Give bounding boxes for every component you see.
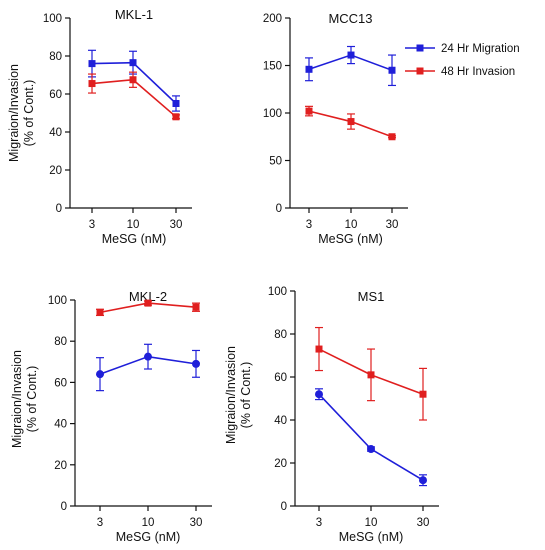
y-tick-label: 20 (49, 165, 62, 177)
chart-mkl1: 0 20 40 60 80 100 3 10 30 MKL-1 MeSG (nM) Migraion/… (7, 7, 192, 246)
x-tick-label: 10 (142, 517, 155, 529)
x-tick-label: 30 (170, 219, 183, 231)
data-point (305, 65, 313, 73)
series (315, 388, 427, 487)
series (96, 343, 200, 392)
y-axis-label-line: (% of Cont.) (25, 366, 39, 433)
series (305, 105, 396, 141)
legend-label-migration: 24 Hr Migration (441, 43, 520, 55)
chart-title: MKL-1 (115, 7, 153, 22)
data-point (88, 60, 96, 68)
data-point (88, 80, 96, 88)
data-point (144, 352, 152, 361)
x-tick-label: 30 (190, 517, 203, 529)
legend: 24 Hr Migration 48 Hr Invasion (405, 43, 520, 78)
y-tick-label: 60 (274, 372, 287, 384)
y-axis-label: Migraion/Invasion(% of Cont.) (10, 350, 39, 448)
y-tick-label: 100 (43, 13, 62, 25)
x-tick-label: 30 (386, 219, 399, 231)
chart-title: MCC13 (328, 11, 372, 26)
y-tick-label: 200 (263, 13, 282, 25)
data-point (172, 113, 180, 121)
series-line (91, 78, 177, 118)
data-point (96, 370, 104, 379)
data-point (305, 107, 313, 115)
x-tick-label: 3 (316, 517, 322, 529)
legend-marker-invasion (416, 67, 424, 75)
y-tick-label: 0 (281, 501, 287, 513)
data-point (367, 445, 375, 454)
y-tick-label: 40 (274, 415, 287, 427)
data-point (347, 118, 355, 126)
y-tick-label: 0 (61, 501, 67, 513)
chart-title: MKL-2 (129, 289, 167, 304)
data-point (192, 303, 200, 311)
series (96, 299, 200, 317)
x-tick-label: 3 (89, 219, 95, 231)
data-point (419, 476, 427, 485)
data-point (144, 299, 152, 307)
chart-title: MS1 (358, 289, 385, 304)
data-point (315, 390, 323, 399)
y-tick-label: 100 (48, 295, 67, 307)
data-point (192, 359, 200, 368)
y-tick-label: 150 (263, 61, 282, 73)
chart-ms1: 0 20 40 60 80 100 3 10 30 MS1 MeSG (nM) Migraion/In… (224, 286, 439, 544)
y-tick-label: 80 (54, 336, 67, 348)
y-tick-label: 0 (56, 203, 62, 215)
series (88, 49, 180, 112)
data-point (419, 390, 427, 398)
y-tick-label: 40 (54, 419, 67, 431)
y-tick-label: 50 (269, 156, 282, 168)
y-tick-label: 20 (274, 458, 287, 470)
x-tick-label: 10 (345, 219, 358, 231)
y-axis-label-line: Migraion/Invasion (10, 350, 24, 448)
y-axis-label-line: Migraion/Invasion (7, 64, 21, 162)
y-tick-label: 80 (49, 51, 62, 63)
y-tick-label: 60 (49, 89, 62, 101)
series (305, 45, 396, 87)
series (88, 71, 180, 121)
y-tick-label: 100 (263, 108, 282, 120)
x-tick-label: 10 (127, 219, 140, 231)
x-axis-label: MeSG (nM) (102, 232, 167, 246)
y-tick-label: 0 (276, 203, 282, 215)
chart-mcc13: 0 50 100 150 200 3 10 30 MCC13 MeSG (nM) (263, 11, 408, 246)
data-point (388, 133, 396, 141)
data-point (172, 100, 180, 107)
x-axis-label: MeSG (nM) (339, 530, 404, 544)
y-tick-label: 100 (268, 286, 287, 298)
y-axis-label: Migraion/Invasion(% of Cont.) (7, 64, 36, 162)
y-tick-label: 80 (274, 329, 287, 341)
data-point (367, 371, 375, 379)
y-tick-label: 40 (49, 127, 62, 139)
series-line (318, 393, 424, 481)
x-tick-label: 30 (417, 517, 430, 529)
data-point (129, 59, 137, 67)
y-axis-label-line: (% of Cont.) (22, 80, 36, 147)
y-axis-label: Migraion/Invasion(% of Cont.) (224, 346, 253, 444)
x-axis-label: MeSG (nM) (116, 530, 181, 544)
legend-marker-migration (416, 44, 424, 52)
x-tick-label: 3 (97, 517, 103, 529)
x-axis-label: MeSG (nM) (318, 232, 383, 246)
data-point (315, 345, 323, 353)
y-tick-label: 60 (54, 377, 67, 389)
legend-label-invasion: 48 Hr Invasion (441, 66, 515, 78)
series (315, 326, 427, 421)
data-point (347, 51, 355, 59)
chart-mkl2: 0 20 40 60 80 100 3 10 30 MKL-2 MeSG (nM) Migraion/… (10, 289, 212, 544)
data-point (388, 66, 396, 74)
x-tick-label: 3 (306, 219, 312, 231)
y-axis-label-line: (% of Cont.) (239, 362, 253, 429)
data-point (129, 76, 137, 84)
y-axis-label-line: Migraion/Invasion (224, 346, 238, 444)
x-tick-label: 10 (365, 517, 378, 529)
y-tick-label: 20 (54, 460, 67, 472)
data-point (96, 308, 104, 316)
